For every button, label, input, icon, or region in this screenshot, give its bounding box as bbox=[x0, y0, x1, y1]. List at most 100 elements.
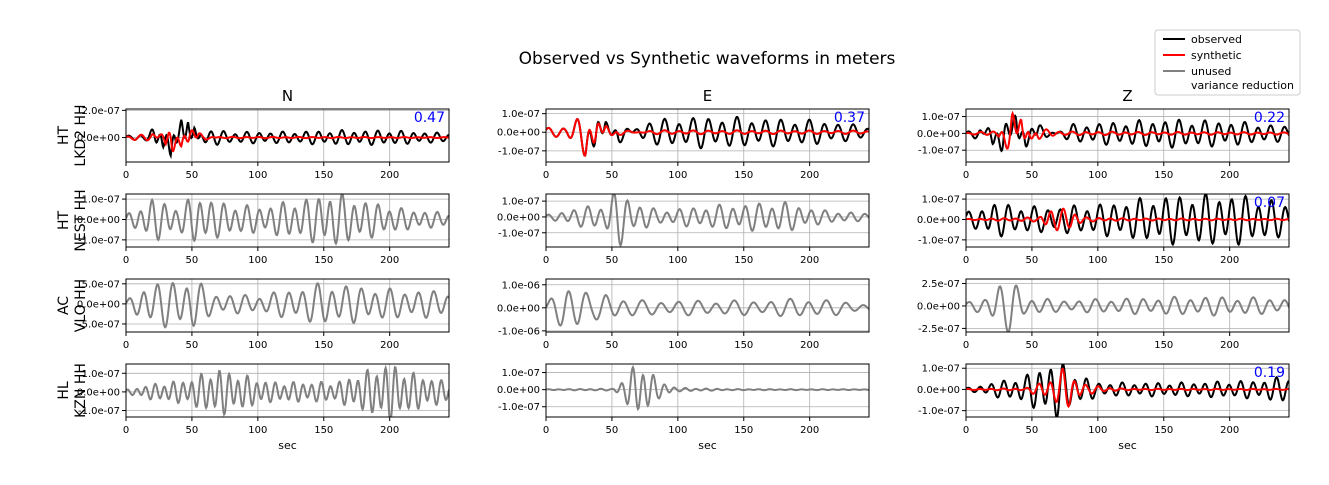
legend-label-synthetic: synthetic bbox=[1191, 49, 1242, 62]
x-tick-label: 150 bbox=[314, 425, 333, 436]
x-tick-label: 150 bbox=[1154, 255, 1173, 266]
station-label-2: ACVLO HH bbox=[56, 279, 89, 332]
x-tick-label: 0 bbox=[543, 255, 549, 266]
y-tick-label: 1.0e-07 bbox=[922, 364, 960, 375]
y-tick-label: 0.0e+00 bbox=[77, 387, 120, 398]
x-tick-label: 100 bbox=[1088, 340, 1107, 351]
x-tick-label: 0 bbox=[123, 255, 129, 266]
x-tick-label: 200 bbox=[800, 255, 819, 266]
legend: observed synthetic unused variance reduc… bbox=[1154, 29, 1301, 96]
panel-frame bbox=[545, 193, 870, 248]
synthetic-trace bbox=[966, 367, 1289, 409]
x-tick-label: 100 bbox=[1088, 425, 1107, 436]
y-tick-label: -1.0e-07 bbox=[918, 235, 960, 246]
x-tick-label: 150 bbox=[734, 255, 753, 266]
panel-frame bbox=[545, 363, 870, 418]
synthetic-trace bbox=[126, 129, 449, 153]
y-tick-label: 0.0e+00 bbox=[917, 301, 960, 312]
x-tick-label: 150 bbox=[1154, 340, 1173, 351]
x-tick-label: 0 bbox=[123, 170, 129, 181]
variance-reduction-value: 0.22 bbox=[1254, 110, 1285, 126]
x-axis-label: sec bbox=[1118, 439, 1137, 452]
legend-label-variance-reduction: variance reduction bbox=[1191, 79, 1294, 92]
synthetic-trace bbox=[966, 207, 1289, 232]
x-tick-label: 0 bbox=[123, 425, 129, 436]
panel-0-N: 0.0e+00 2.0e-07 0 50 100 150 200 0.47 N bbox=[77, 87, 450, 181]
y-tick-label: 0.0e+00 bbox=[917, 129, 960, 140]
observed-trace bbox=[966, 194, 1289, 247]
x-tick-label: 50 bbox=[606, 425, 619, 436]
y-tick-label: 2.0e-07 bbox=[82, 106, 120, 117]
x-tick-label: 100 bbox=[248, 340, 267, 351]
x-tick-label: 100 bbox=[1088, 255, 1107, 266]
y-tick-label: -1.0e-07 bbox=[498, 146, 540, 157]
x-tick-label: 100 bbox=[668, 340, 687, 351]
x-tick-label: 100 bbox=[1088, 170, 1107, 181]
x-tick-label: 200 bbox=[380, 425, 399, 436]
x-tick-label: 150 bbox=[734, 340, 753, 351]
y-tick-label: 0.0e+00 bbox=[497, 212, 540, 223]
x-tick-label: 0 bbox=[543, 340, 549, 351]
x-tick-label: 200 bbox=[1220, 340, 1239, 351]
station-code: NEST HH bbox=[73, 189, 89, 251]
x-tick-label: 0 bbox=[123, 340, 129, 351]
panel-frame bbox=[965, 193, 1290, 248]
station-label-3: HLKZN HH bbox=[56, 363, 89, 418]
y-tick-label: 1.0e-07 bbox=[502, 197, 540, 208]
x-tick-label: 100 bbox=[248, 425, 267, 436]
station-label-0: HTLKD2 HH bbox=[56, 104, 89, 166]
x-tick-label: 50 bbox=[186, 340, 199, 351]
y-tick-label: -5.0e-07 bbox=[78, 319, 120, 330]
y-tick-label: 0.0e+00 bbox=[77, 299, 120, 310]
y-tick-label: 0.0e+00 bbox=[497, 385, 540, 396]
x-tick-label: 0 bbox=[543, 170, 549, 181]
x-tick-label: 0 bbox=[963, 425, 969, 436]
observed-trace bbox=[126, 119, 449, 160]
x-tick-label: 50 bbox=[186, 170, 199, 181]
panel-2-E: -1.0e-06 0.0e+00 1.0e-06 0 50 100 150 200 bbox=[497, 278, 870, 351]
legend-label-observed: observed bbox=[1191, 33, 1242, 46]
x-tick-label: 200 bbox=[800, 340, 819, 351]
panel-frame bbox=[965, 278, 1290, 333]
y-tick-label: 0.0e+00 bbox=[77, 133, 120, 144]
legend-frame bbox=[1154, 29, 1301, 96]
synthetic-trace bbox=[546, 118, 869, 157]
station-code: VLO HH bbox=[73, 279, 89, 332]
x-tick-label: 50 bbox=[1026, 170, 1039, 181]
y-tick-label: -1.0e-07 bbox=[498, 402, 540, 413]
panel-frame bbox=[965, 363, 1290, 418]
x-tick-label: 50 bbox=[1026, 340, 1039, 351]
x-tick-label: 150 bbox=[314, 255, 333, 266]
x-tick-label: 150 bbox=[1154, 170, 1173, 181]
y-tick-label: -1.0e-07 bbox=[78, 406, 120, 417]
station-code: KZN HH bbox=[73, 363, 89, 418]
column-title-E: E bbox=[703, 87, 712, 105]
network-code: HT bbox=[56, 211, 72, 231]
y-tick-label: 2.5e-07 bbox=[922, 279, 960, 290]
panel-2-N: -5.0e-07 0.0e+00 5.0e-07 0 50 100 150 200 bbox=[77, 278, 450, 351]
panel-frame bbox=[965, 108, 1290, 163]
y-tick-label: -2.5e-07 bbox=[918, 324, 960, 335]
panel-3-E: -1.0e-07 0.0e+00 1.0e-07 0 50 100 150 200 sec bbox=[497, 363, 870, 452]
unused-trace bbox=[126, 194, 449, 246]
x-tick-label: 200 bbox=[1220, 425, 1239, 436]
station-code: LKD2 HH bbox=[73, 104, 89, 166]
panel-frame bbox=[545, 108, 870, 163]
variance-reduction-value: 0.19 bbox=[1254, 365, 1285, 381]
legend-label-unused: unused bbox=[1191, 65, 1231, 78]
panel-1-Z: -1.0e-07 0.0e+00 1.0e-07 0 50 100 150 200 0.07 bbox=[917, 193, 1290, 266]
unused-trace bbox=[546, 290, 869, 327]
panel-frame bbox=[125, 363, 450, 418]
y-tick-label: 1.0e-07 bbox=[502, 368, 540, 379]
y-tick-label: 0.0e+00 bbox=[497, 128, 540, 139]
variance-reduction-value: 0.37 bbox=[834, 110, 865, 126]
x-tick-label: 100 bbox=[668, 255, 687, 266]
y-tick-label: 0.0e+00 bbox=[917, 385, 960, 396]
x-tick-label: 100 bbox=[668, 425, 687, 436]
observed-trace bbox=[966, 114, 1289, 153]
x-tick-label: 0 bbox=[963, 170, 969, 181]
x-axis-label: sec bbox=[698, 439, 717, 452]
x-tick-label: 200 bbox=[380, 170, 399, 181]
x-tick-label: 200 bbox=[1220, 170, 1239, 181]
x-tick-label: 150 bbox=[734, 170, 753, 181]
